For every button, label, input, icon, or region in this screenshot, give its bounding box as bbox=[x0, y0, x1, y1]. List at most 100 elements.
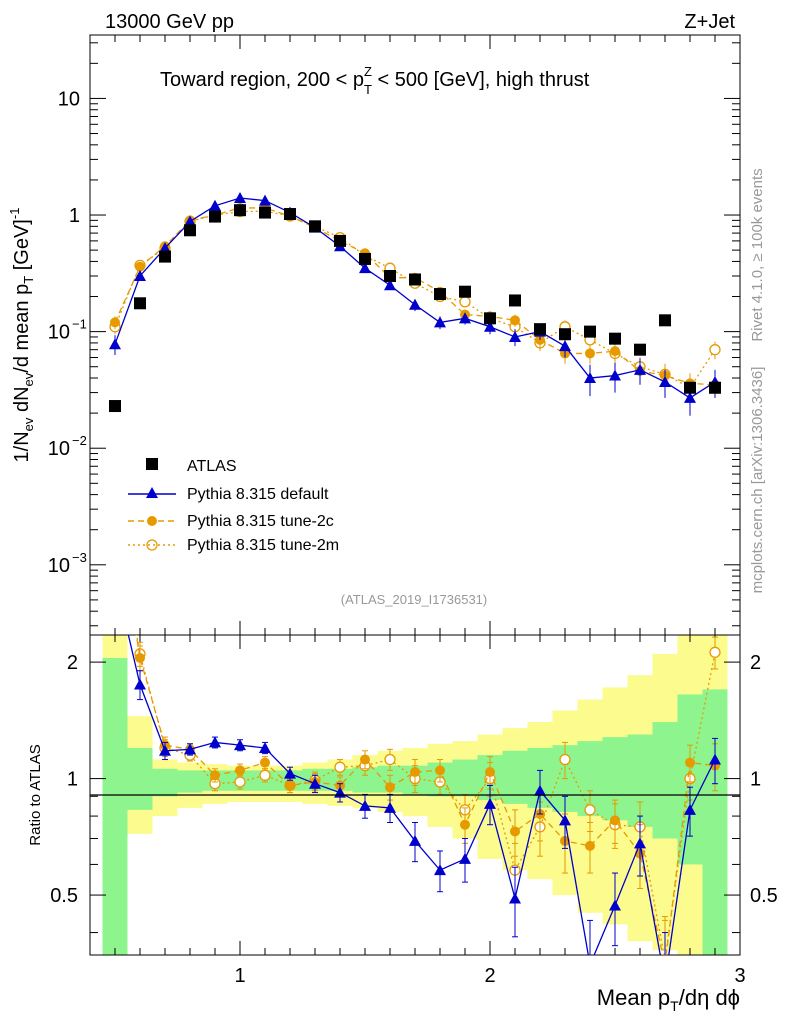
series-line-default bbox=[114, 197, 716, 399]
point-tune2c bbox=[110, 317, 120, 328]
point-atlas bbox=[634, 343, 646, 356]
ratio-point-tune2m bbox=[259, 769, 271, 781]
y-tick-label-exponent: −1 bbox=[72, 317, 87, 332]
ratio-point-default bbox=[259, 741, 271, 753]
ratio-band-inner bbox=[177, 770, 203, 793]
ratio-point-tune2m bbox=[334, 761, 346, 773]
y-tick-label-ratio-left: 2 bbox=[67, 652, 78, 674]
y-tick-label-main: 10 bbox=[58, 88, 80, 110]
point-atlas bbox=[259, 206, 271, 219]
ratio-point-default bbox=[709, 753, 721, 765]
ratio-point-default bbox=[309, 777, 321, 789]
point-default bbox=[259, 194, 271, 206]
point-tune2c bbox=[510, 315, 520, 326]
point-atlas bbox=[684, 381, 696, 394]
legend-tune2m-marker bbox=[146, 539, 158, 551]
point-default bbox=[384, 279, 396, 291]
ratio-point-default bbox=[209, 736, 221, 748]
main-y-axis-label-text: 1/Nev dNev/d mean pT [GeV]-1 bbox=[7, 208, 36, 463]
ratio-series-default bbox=[127, 635, 721, 955]
point-atlas bbox=[209, 210, 221, 223]
ratio-point-tune2m bbox=[584, 804, 596, 816]
region-title-sub: T bbox=[364, 82, 372, 97]
y-tick-label-ratio-left: 0.5 bbox=[50, 885, 78, 907]
point-atlas bbox=[334, 234, 346, 247]
ratio-point-default bbox=[159, 744, 171, 756]
ratio-point-tune2c bbox=[235, 765, 245, 776]
ratio-point-tune2c bbox=[360, 754, 370, 765]
ratio-point-default bbox=[459, 852, 471, 864]
point-tune2c bbox=[135, 261, 145, 272]
ratio-point-tune2c bbox=[435, 765, 445, 776]
series-atlas bbox=[109, 204, 721, 413]
ratio-band-inner bbox=[152, 768, 178, 797]
ratio-point-tune2m bbox=[384, 753, 396, 766]
ratio-band-inner bbox=[102, 657, 128, 955]
ratio-point-tune2c bbox=[685, 757, 695, 768]
ratio-band-inner bbox=[702, 689, 728, 955]
ratio-point-tune2c bbox=[485, 766, 495, 777]
ratio-band-inner bbox=[502, 750, 528, 804]
ratio-point-default bbox=[609, 899, 621, 911]
ratio-point-default bbox=[409, 834, 421, 846]
point-default bbox=[484, 320, 496, 332]
legend-tune2c-marker bbox=[147, 516, 157, 526]
ratio-point-default bbox=[434, 864, 446, 876]
point-default bbox=[134, 269, 146, 281]
point-default bbox=[409, 298, 421, 310]
ratio-band-inner bbox=[452, 759, 478, 797]
main-data-series bbox=[109, 191, 721, 416]
point-atlas bbox=[159, 250, 171, 263]
legend-default-label: Pythia 8.315 default bbox=[187, 486, 329, 503]
point-atlas bbox=[459, 285, 471, 298]
y-tick-label-main: 10 bbox=[48, 438, 70, 460]
point-default bbox=[659, 375, 671, 387]
series-default bbox=[109, 191, 721, 416]
point-atlas bbox=[559, 328, 571, 341]
point-default bbox=[159, 242, 171, 254]
point-default bbox=[684, 391, 696, 403]
y-tick-label-exponent: −3 bbox=[72, 550, 87, 565]
process-label: Z+Jet bbox=[684, 11, 735, 33]
ratio-series-clipped bbox=[127, 635, 721, 955]
ratio-point-default bbox=[134, 678, 146, 690]
ratio-point-tune2c bbox=[585, 840, 595, 851]
y-tick-label-ratio-right: 2 bbox=[750, 652, 761, 674]
point-atlas bbox=[509, 294, 521, 307]
point-atlas bbox=[134, 297, 146, 310]
y-tick-label-ratio-left: 1 bbox=[67, 769, 78, 791]
point-atlas bbox=[234, 204, 246, 217]
y-tick-label-main: 10 bbox=[48, 555, 70, 577]
point-atlas bbox=[434, 288, 446, 301]
legend-tune2c-label: Pythia 8.315 tune-2c bbox=[187, 513, 334, 530]
legend-atlas-label: ATLAS bbox=[187, 458, 237, 475]
ratio-point-tune2c bbox=[460, 819, 470, 830]
ratio-point-default bbox=[509, 892, 521, 904]
point-atlas bbox=[609, 332, 621, 345]
point-atlas bbox=[659, 314, 671, 327]
ratio-band-inner bbox=[127, 747, 153, 810]
point-atlas bbox=[709, 381, 721, 394]
point-atlas bbox=[384, 269, 396, 282]
point-atlas bbox=[284, 208, 296, 221]
region-title-part-a: Toward region, 200 < p bbox=[160, 69, 364, 91]
point-default bbox=[609, 369, 621, 381]
energy-label: 13000 GeV pp bbox=[105, 11, 234, 33]
point-tune2m bbox=[709, 344, 721, 356]
series-line-tune2c bbox=[114, 207, 716, 386]
x-axis-label: Mean pT/dη dϕ bbox=[597, 985, 740, 1014]
point-tune2c bbox=[610, 346, 620, 357]
ratio-point-tune2c bbox=[285, 780, 295, 791]
region-title-sup: Z bbox=[364, 64, 372, 79]
point-default bbox=[109, 338, 121, 350]
ratio-y-axis-label: Ratio to ATLAS bbox=[27, 744, 44, 845]
legend: ATLAS Pythia 8.315 default Pythia 8.315 … bbox=[128, 458, 339, 554]
ratio-point-tune2m bbox=[234, 776, 246, 788]
y-tick-label-main: 10 bbox=[48, 322, 70, 344]
point-default bbox=[209, 199, 221, 211]
point-atlas bbox=[534, 323, 546, 336]
ratio-point-tune2c bbox=[210, 770, 220, 781]
ratio-point-default bbox=[484, 797, 496, 809]
ratio-point-tune2m bbox=[709, 646, 721, 658]
